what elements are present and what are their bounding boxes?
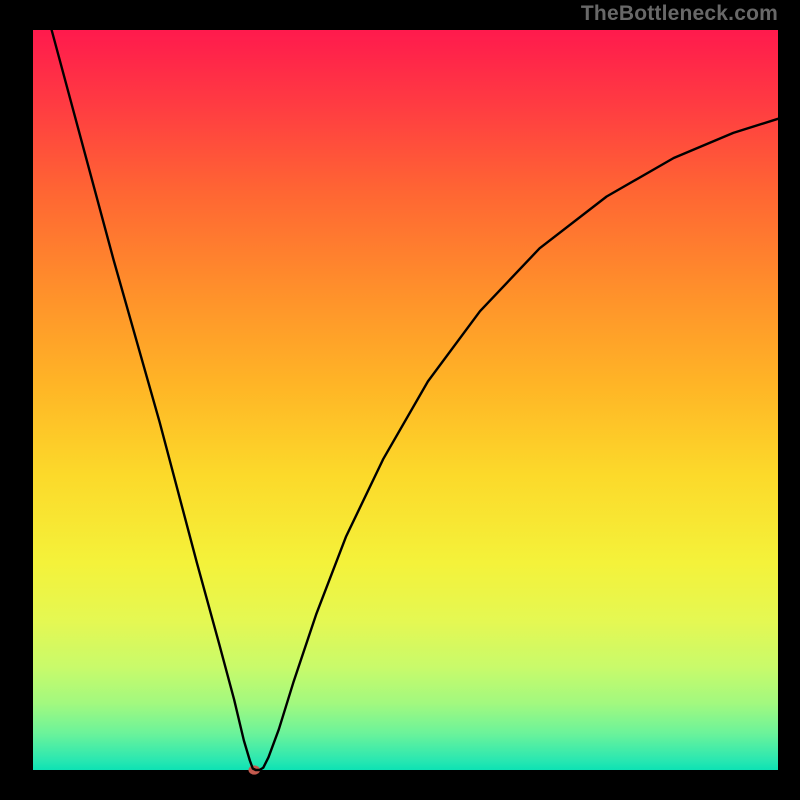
plot-background (33, 30, 778, 770)
bottleneck-chart (0, 0, 800, 800)
chart-container: TheBottleneck.com (0, 0, 800, 800)
watermark-text: TheBottleneck.com (581, 2, 778, 26)
